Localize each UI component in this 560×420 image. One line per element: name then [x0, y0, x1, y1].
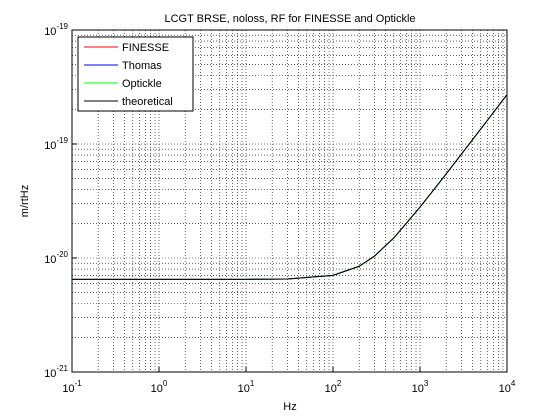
- legend-label: Optickle: [122, 78, 162, 90]
- x-tick-label: 103: [412, 379, 429, 395]
- legend-label: theoretical: [122, 96, 173, 108]
- legend-box: [77, 36, 194, 112]
- x-tick-label: 100: [151, 379, 168, 395]
- chart-title: LCGT BRSE, noloss, RF for FINESSE and Op…: [164, 13, 415, 25]
- y-tick-label: 10-21: [44, 364, 68, 380]
- x-tick-label: 101: [238, 379, 255, 395]
- series-line: [72, 94, 508, 280]
- x-tick-label: 10-1: [62, 379, 82, 395]
- y-axis-label: m/rtHz: [19, 185, 31, 217]
- y-tick-label: 10-19: [44, 22, 68, 38]
- x-tick-label: 102: [325, 379, 342, 395]
- x-tick-label: 104: [499, 379, 516, 395]
- x-axis-label: Hz: [283, 401, 296, 413]
- y-tick-label: 10-20: [44, 250, 68, 266]
- y-tick-label: 10-19: [44, 136, 68, 152]
- legend-label: Thomas: [122, 60, 162, 72]
- legend-label: FINESSE: [122, 42, 169, 54]
